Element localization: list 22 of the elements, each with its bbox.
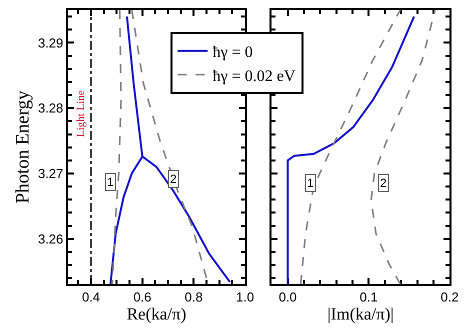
- x-tick-label: 0.8: [184, 290, 203, 305]
- legend-label: ħγ = 0.02 eV: [212, 68, 296, 85]
- x-axis-title: Re(ka/π): [126, 304, 186, 324]
- x-tick-label: 0.4: [82, 290, 100, 305]
- y-axis-title: Photon Energy: [12, 90, 34, 204]
- x-tick-label: 0.6: [133, 290, 152, 305]
- y-tick-label: 3.28: [38, 100, 64, 116]
- x-tick-label: 0.1: [360, 290, 378, 305]
- x-axis-title: |Im(ka/π)|: [327, 304, 394, 324]
- line-series: [112, 10, 122, 284]
- y-tick-label: 3.27: [38, 166, 64, 182]
- annotation: 2: [170, 172, 177, 186]
- annotation: 2: [380, 176, 387, 190]
- annotation: 1: [107, 175, 114, 189]
- x-tick-label: 1.0: [236, 290, 254, 305]
- y-tick-label: 3.29: [38, 35, 64, 50]
- x-tick-label: 0.2: [440, 290, 459, 305]
- y-tick-label: 3.26: [38, 231, 64, 246]
- ref-line-label: Light Line: [74, 90, 87, 138]
- annotation: 1: [307, 176, 314, 190]
- legend-label: ħγ = 0: [212, 44, 253, 62]
- x-tick-label: 0.0: [278, 290, 297, 305]
